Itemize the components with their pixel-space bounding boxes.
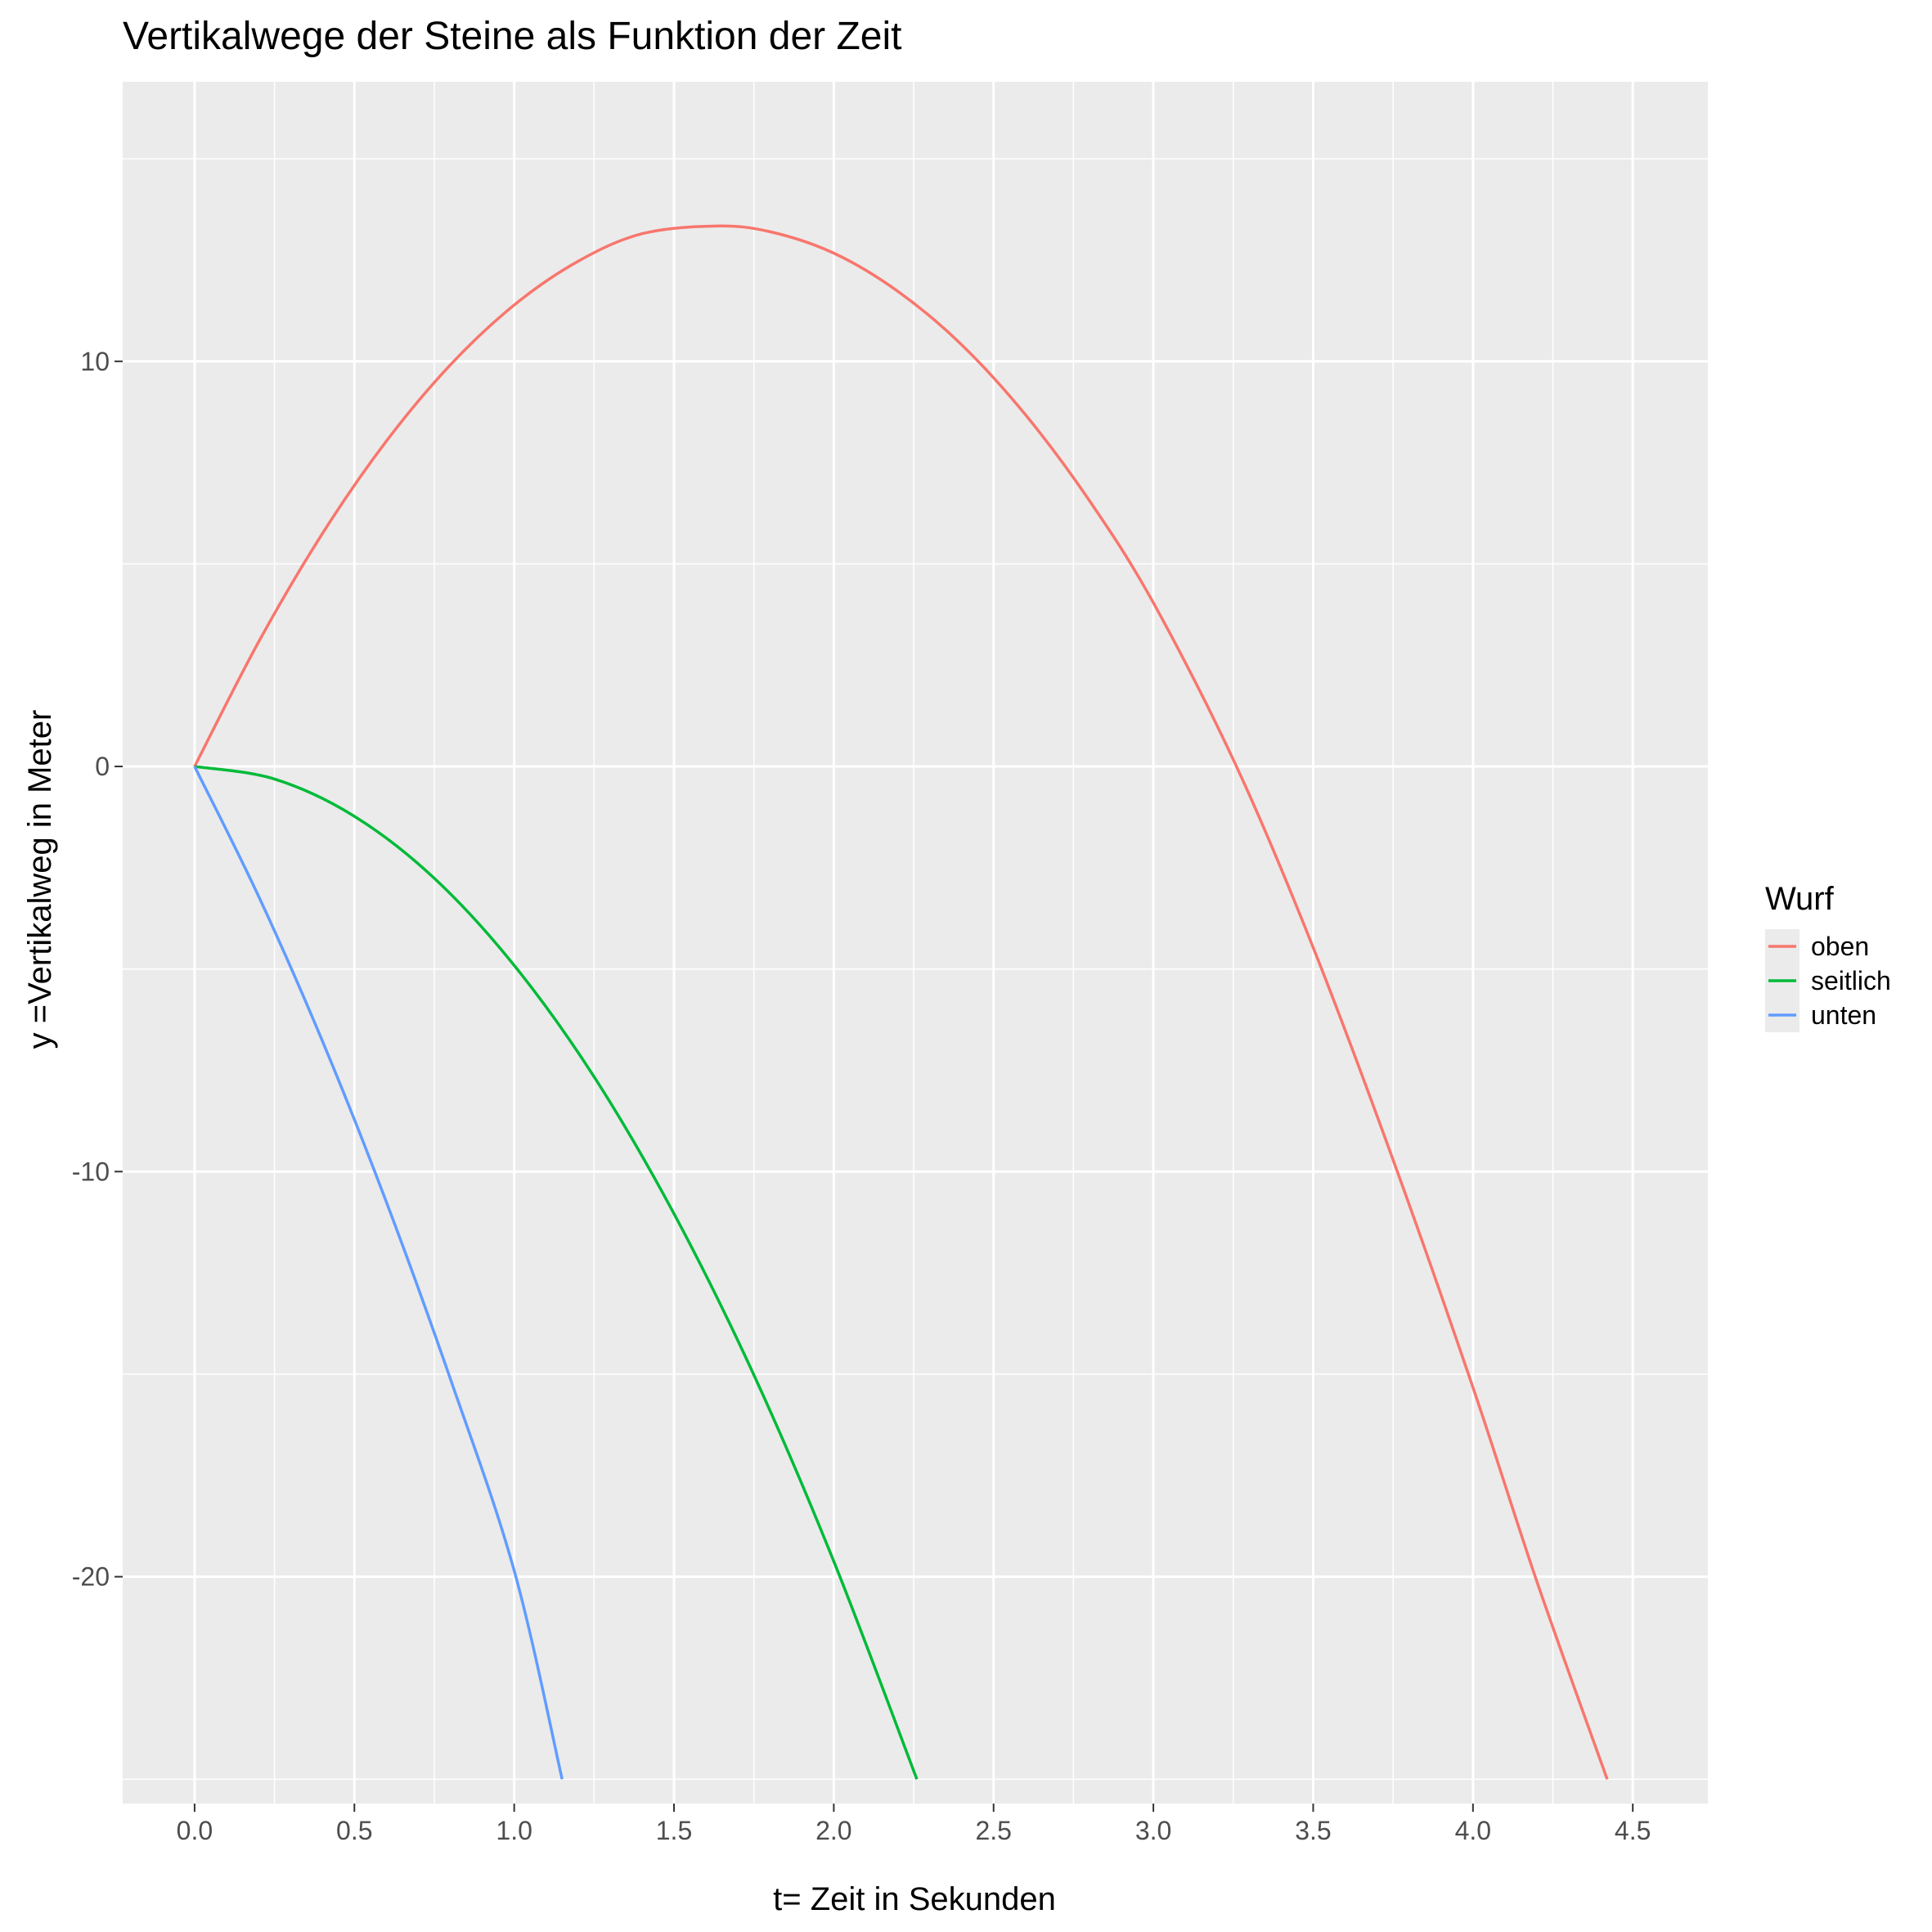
legend: Wurf oben seitlich unten — [1765, 881, 1891, 1032]
legend-title: Wurf — [1765, 881, 1835, 917]
legend-label-unten: unten — [1811, 1000, 1876, 1030]
x-axis-title: t= Zeit in Sekunden — [773, 1881, 1056, 1917]
y-tick-label: -10 — [72, 1157, 110, 1186]
x-tick-label: 3.5 — [1295, 1816, 1331, 1845]
plot-panel — [123, 82, 1708, 1804]
legend-label-seitlich: seitlich — [1811, 966, 1891, 995]
x-tick-label: 4.5 — [1615, 1816, 1651, 1845]
x-tick-label: 1.0 — [496, 1816, 532, 1845]
x-tick-label: 2.5 — [975, 1816, 1011, 1845]
chart-title: Vertikalwege der Steine als Funktion der… — [123, 15, 902, 58]
y-tick-label: 0 — [95, 752, 110, 781]
grid-lines — [123, 82, 1708, 1804]
series-line-unten — [193, 766, 564, 1780]
series-line-seitlich — [194, 765, 919, 1780]
x-tick-label: 0.0 — [177, 1816, 213, 1845]
y-axis: -20 -10 0 10 — [72, 347, 123, 1592]
x-tick-label: 0.5 — [336, 1816, 372, 1845]
series-lines — [193, 224, 1609, 1780]
x-tick-label: 4.0 — [1455, 1816, 1491, 1845]
y-tick-label: 10 — [80, 347, 110, 376]
y-tick-label: -20 — [72, 1562, 110, 1592]
x-tick-label: 2.0 — [815, 1816, 851, 1845]
x-tick-label: 3.0 — [1135, 1816, 1171, 1845]
x-axis: 0.0 0.5 1.0 1.5 2.0 2.5 3.0 3.5 4.0 4.5 — [177, 1804, 1651, 1845]
legend-label-oben: oben — [1811, 932, 1869, 961]
y-axis-title: y =Vertikalweg in Meter — [22, 710, 58, 1049]
series-line-oben — [193, 224, 1609, 1780]
x-tick-label: 1.5 — [656, 1816, 692, 1845]
